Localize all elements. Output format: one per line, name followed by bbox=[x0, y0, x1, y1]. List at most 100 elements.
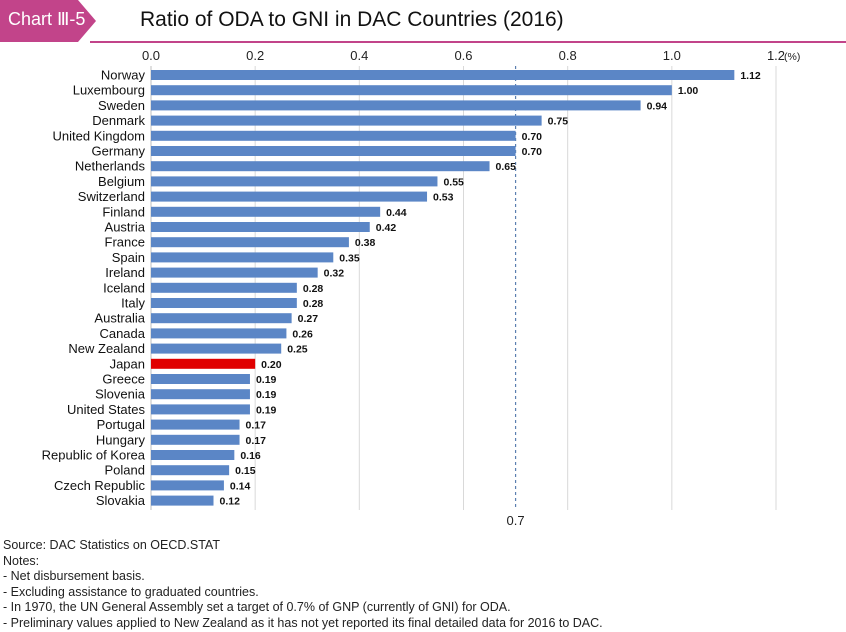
x-tick-label: 0.8 bbox=[559, 48, 577, 63]
bar bbox=[151, 419, 240, 430]
category-label: Slovakia bbox=[96, 493, 146, 508]
value-label: 0.19 bbox=[256, 389, 277, 401]
value-label: 0.16 bbox=[240, 450, 261, 462]
note-item: - Net disbursement basis. bbox=[3, 569, 145, 583]
category-label: Republic of Korea bbox=[42, 448, 146, 463]
value-label: 0.28 bbox=[303, 283, 324, 295]
value-label: 0.19 bbox=[256, 374, 277, 386]
value-label: 0.25 bbox=[287, 344, 308, 356]
x-tick-label: 0.6 bbox=[454, 48, 472, 63]
value-label: 0.32 bbox=[324, 268, 345, 280]
category-label: Iceland bbox=[103, 280, 145, 295]
chart-number-label: Chart Ⅲ-5 bbox=[8, 9, 86, 29]
value-label: 0.42 bbox=[376, 222, 397, 234]
notes-heading: Notes: bbox=[3, 553, 40, 568]
value-label: 0.38 bbox=[355, 237, 376, 249]
x-axis-ticks: 0.0 0.2 0.4 0.6 0.8 1.0 1.2(%) bbox=[142, 48, 800, 63]
category-label: Ireland bbox=[105, 265, 145, 280]
value-label: 0.44 bbox=[386, 207, 407, 219]
x-tick-label: 0.4 bbox=[350, 48, 368, 63]
category-label: Belgium bbox=[98, 174, 145, 189]
x-tick-label: 0.2 bbox=[246, 48, 264, 63]
bar bbox=[151, 450, 235, 460]
category-label: Norway bbox=[101, 68, 146, 83]
chart-header: Chart Ⅲ-5 Ratio of ODA to GNI in DAC Cou… bbox=[0, 0, 846, 43]
note-item: - In 1970, the UN General Assembly set a… bbox=[3, 600, 511, 614]
value-label: 0.55 bbox=[443, 176, 464, 188]
bar bbox=[151, 70, 735, 80]
value-label: 0.12 bbox=[220, 496, 241, 508]
chart-number-badge: Chart Ⅲ-5 bbox=[0, 0, 96, 42]
category-label: Netherlands bbox=[75, 159, 146, 174]
bar bbox=[151, 389, 250, 400]
bars bbox=[151, 70, 735, 506]
category-label: Canada bbox=[99, 326, 145, 341]
bar bbox=[151, 282, 297, 293]
bar bbox=[151, 222, 370, 232]
category-label: Japan bbox=[110, 356, 145, 371]
bar bbox=[151, 267, 318, 278]
category-label: Finland bbox=[102, 204, 145, 219]
notes-section: Source: DAC Statistics on OECD.STAT Note… bbox=[3, 538, 603, 631]
category-label: New Zealand bbox=[68, 341, 145, 356]
value-label: 1.00 bbox=[678, 85, 699, 97]
category-label: Portugal bbox=[97, 417, 146, 432]
value-label: 0.15 bbox=[235, 465, 256, 477]
value-label: 0.35 bbox=[339, 252, 360, 264]
bar bbox=[151, 130, 516, 141]
bar bbox=[151, 176, 438, 187]
bar bbox=[151, 191, 428, 202]
value-labels: 1.12 1.00 0.94 0.75 0.70 0.70 0.65 0.55 0.53 0.44… bbox=[220, 70, 761, 508]
source-note: Source: DAC Statistics on OECD.STAT bbox=[3, 538, 220, 552]
header-underline bbox=[90, 41, 846, 43]
bar bbox=[151, 465, 230, 476]
unit-label: (%) bbox=[784, 51, 800, 63]
category-label: Italy bbox=[121, 296, 145, 311]
category-label: Luxembourg bbox=[73, 83, 145, 98]
category-label: Australia bbox=[94, 311, 145, 326]
bar bbox=[151, 237, 349, 248]
value-label: 0.70 bbox=[522, 146, 543, 158]
category-label: Denmark bbox=[92, 113, 145, 128]
bar bbox=[151, 206, 381, 217]
value-label: 0.28 bbox=[303, 298, 324, 310]
category-label: Switzerland bbox=[78, 189, 145, 204]
value-label: 0.17 bbox=[246, 435, 267, 447]
value-label: 0.17 bbox=[246, 420, 267, 432]
bar bbox=[151, 313, 292, 324]
value-label: 0.19 bbox=[256, 404, 277, 416]
category-label: Germany bbox=[92, 144, 146, 159]
x-tick-label: 0.0 bbox=[142, 48, 160, 63]
bar bbox=[151, 100, 641, 111]
value-label: 0.94 bbox=[647, 100, 668, 112]
bar-chart: 0.7 0.0 0.2 0.4 0.6 0.8 1.0 1.2(%) NorwayLuxem… bbox=[42, 48, 801, 528]
category-label: Greece bbox=[102, 372, 145, 387]
category-label: Hungary bbox=[96, 432, 146, 447]
value-label: 0.27 bbox=[298, 313, 319, 325]
bar bbox=[151, 328, 287, 339]
value-label: 1.12 bbox=[740, 70, 761, 82]
bar bbox=[151, 252, 334, 263]
bar bbox=[151, 404, 250, 415]
value-label: 0.20 bbox=[261, 359, 282, 371]
value-label: 0.75 bbox=[548, 116, 569, 128]
value-label: 0.70 bbox=[522, 131, 543, 143]
category-label: Spain bbox=[112, 250, 145, 265]
value-label: 0.65 bbox=[496, 161, 517, 173]
note-item: - Excluding assistance to graduated coun… bbox=[3, 584, 259, 599]
value-label: 0.14 bbox=[230, 480, 251, 492]
category-label: France bbox=[105, 235, 145, 250]
chart-title: Ratio of ODA to GNI in DAC Countries (20… bbox=[140, 8, 564, 31]
bar bbox=[151, 343, 282, 354]
x-tick-label: 1.0 bbox=[663, 48, 681, 63]
bar bbox=[151, 480, 224, 491]
bar bbox=[151, 434, 240, 445]
bar bbox=[151, 374, 250, 384]
x-tick-label: 1.2 bbox=[767, 48, 785, 63]
category-label: United Kingdom bbox=[53, 128, 146, 143]
value-label: 0.26 bbox=[292, 328, 313, 340]
value-label: 0.53 bbox=[433, 192, 454, 204]
bar bbox=[151, 85, 672, 96]
bar bbox=[151, 495, 214, 506]
